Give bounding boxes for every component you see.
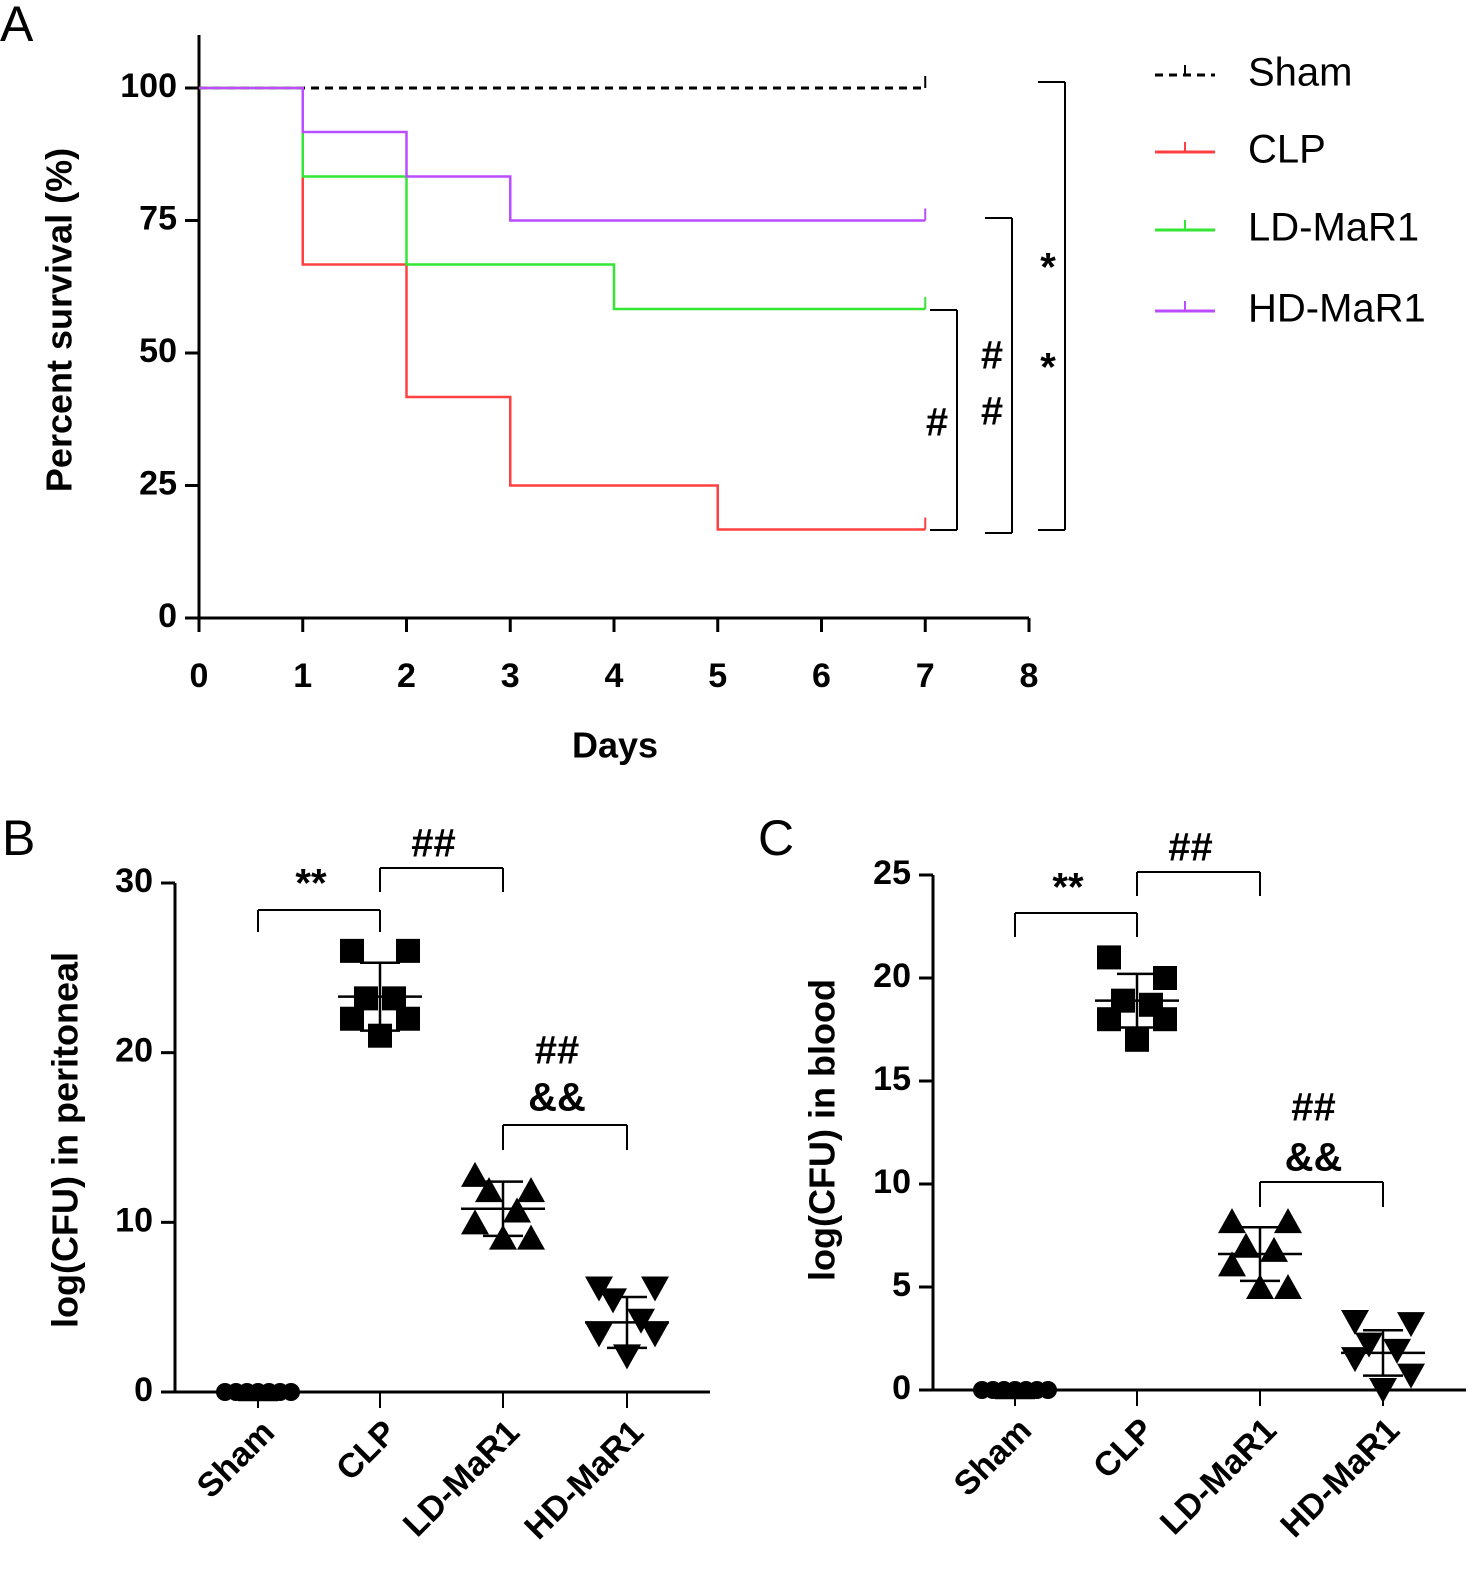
y-axis-label: Percent survival (%)	[39, 148, 80, 492]
x-tick-label: 5	[708, 657, 727, 695]
point	[1369, 1378, 1397, 1403]
panel-label: B	[2, 810, 35, 866]
x-tick-label: 0	[190, 657, 209, 695]
point	[461, 1209, 489, 1235]
point	[1246, 1274, 1274, 1299]
legend-label: CLP	[1248, 128, 1326, 172]
x-tick-label: Sham	[947, 1411, 1039, 1503]
x-tick-label: LD-MaR1	[396, 1413, 527, 1544]
y-axis-label: log(CFU) in peritoneal	[45, 952, 86, 1328]
point	[1260, 1236, 1288, 1262]
y-tick-label: 25	[139, 464, 177, 502]
significance: *	[1040, 346, 1056, 390]
x-tick-label: 6	[812, 657, 831, 695]
point	[1097, 945, 1121, 970]
y-tick-label: 25	[873, 854, 911, 892]
y-tick-label: 50	[139, 332, 177, 370]
panel-label: C	[758, 810, 794, 866]
point	[641, 1322, 669, 1348]
significance: ##	[411, 822, 456, 866]
significance: #	[981, 334, 1003, 378]
point	[1097, 1007, 1121, 1032]
significance: ##	[535, 1029, 580, 1073]
y-axis-label: log(CFU) in blood	[802, 979, 843, 1281]
y-tick-label: 10	[873, 1163, 911, 1201]
point	[382, 986, 406, 1011]
y-tick-label: 20	[115, 1032, 153, 1070]
significance: **	[1052, 866, 1084, 910]
point	[1125, 1027, 1149, 1052]
y-tick-label: 30	[115, 862, 153, 900]
significance: #	[981, 390, 1003, 434]
legend-label: Sham	[1248, 51, 1353, 95]
point	[396, 938, 420, 963]
point	[396, 1006, 420, 1031]
y-tick-label: 0	[158, 597, 177, 635]
significance: ##	[1168, 826, 1213, 870]
significance: #	[926, 401, 948, 445]
point	[1383, 1338, 1411, 1364]
significance: &&	[528, 1076, 586, 1120]
point	[1341, 1310, 1369, 1336]
x-tick-label: 4	[605, 657, 624, 695]
x-tick-label: LD-MaR1	[1153, 1411, 1284, 1542]
significance: **	[295, 862, 327, 906]
point	[1153, 1007, 1177, 1032]
significance: &&	[1285, 1136, 1343, 1180]
point	[613, 1344, 641, 1370]
point	[517, 1224, 545, 1250]
point	[1397, 1363, 1425, 1389]
survival-line	[199, 86, 926, 222]
x-tick-label: CLP	[1086, 1411, 1161, 1486]
x-tick-label: CLP	[329, 1413, 404, 1488]
point	[340, 1006, 364, 1031]
point	[585, 1322, 613, 1348]
significance: *	[1040, 246, 1056, 290]
point	[1355, 1332, 1383, 1358]
point	[1397, 1312, 1425, 1338]
point	[475, 1177, 503, 1203]
point	[1218, 1208, 1246, 1234]
point	[585, 1276, 613, 1302]
x-tick-label: 1	[293, 657, 312, 695]
point	[340, 938, 364, 963]
y-tick-label: 15	[873, 1060, 911, 1098]
significance: ##	[1291, 1086, 1336, 1130]
point	[354, 986, 378, 1011]
x-tick-label: HD-MaR1	[1273, 1411, 1407, 1545]
y-tick-label: 20	[873, 957, 911, 995]
point	[641, 1276, 669, 1302]
point	[599, 1288, 627, 1314]
point	[461, 1161, 489, 1187]
point	[517, 1177, 545, 1203]
panel-label: A	[0, 0, 34, 52]
x-tick-label: HD-MaR1	[517, 1413, 651, 1547]
x-tick-label: 2	[397, 657, 416, 695]
y-tick-label: 10	[115, 1201, 153, 1239]
point	[1274, 1274, 1302, 1299]
x-tick-label: 3	[501, 657, 520, 695]
survival-line	[199, 86, 926, 311]
point	[1153, 966, 1177, 990]
point	[1232, 1232, 1260, 1258]
y-tick-label: 5	[892, 1266, 911, 1304]
point	[1274, 1208, 1302, 1234]
y-tick-label: 75	[139, 199, 177, 237]
point	[1341, 1347, 1369, 1373]
x-tick-label: 8	[1020, 657, 1039, 695]
x-axis-label: Days	[572, 725, 658, 766]
point	[1218, 1251, 1246, 1277]
y-tick-label: 0	[892, 1369, 911, 1407]
y-tick-label: 0	[134, 1371, 153, 1409]
legend-label: HD-MaR1	[1248, 287, 1426, 331]
legend-label: LD-MaR1	[1248, 206, 1419, 250]
x-tick-label: 7	[916, 657, 935, 695]
y-tick-label: 100	[120, 67, 177, 105]
x-tick-label: Sham	[190, 1413, 282, 1505]
